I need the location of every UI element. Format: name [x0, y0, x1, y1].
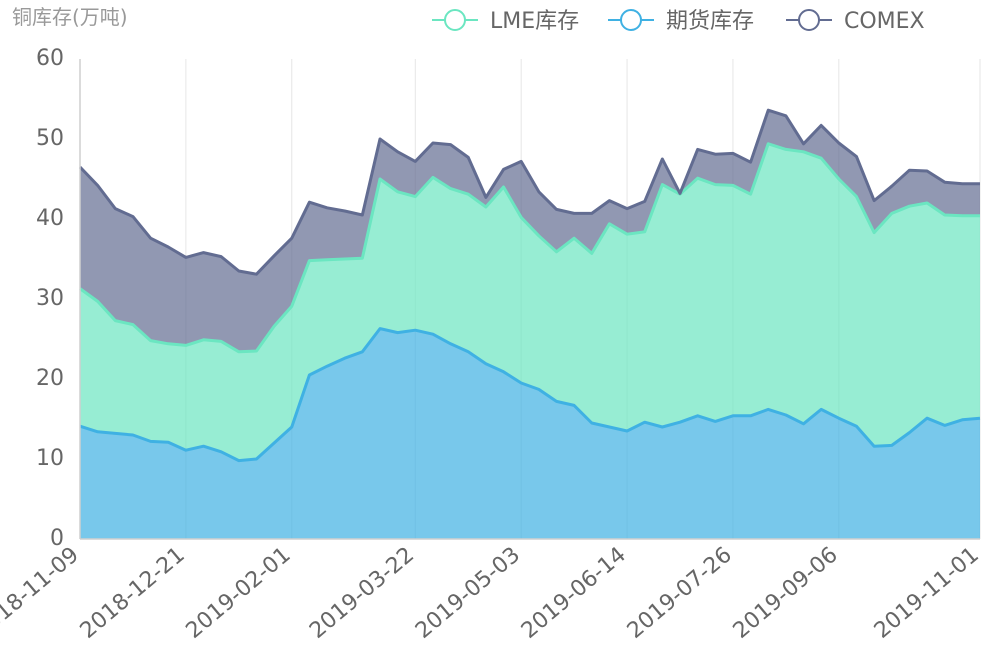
- legend-circle-icon: [620, 9, 642, 31]
- x-tick-label: 2019-09-06: [729, 542, 843, 643]
- x-tick-label: 2019-02-01: [182, 542, 296, 643]
- axes: [79, 59, 980, 540]
- y-tick-label: 10: [36, 446, 64, 471]
- legend-item-comex[interactable]: COMEX: [786, 9, 925, 34]
- x-tick-label: 2018-11-09: [0, 542, 84, 643]
- x-tick-label: 2019-06-14: [517, 542, 631, 643]
- unit-label: 铜库存(万吨): [12, 5, 128, 29]
- area-lme: [80, 143, 980, 461]
- x-tick-label: 2019-11-01: [870, 542, 984, 643]
- y-tick-label: 40: [36, 206, 64, 231]
- series-lines: [78, 108, 981, 463]
- x-tick-label: 2018-12-21: [76, 542, 190, 643]
- y-tick-label: 50: [36, 126, 64, 151]
- legend-item-series[interactable]: 期货库存: [608, 9, 754, 34]
- legend-label: 期货库存: [666, 9, 754, 34]
- line-series: [79, 327, 981, 463]
- y-tick-label: 30: [36, 286, 64, 311]
- y-tick-label: 0: [50, 526, 64, 551]
- y-tick-label: 20: [36, 366, 64, 391]
- legend-circle-icon: [444, 9, 466, 31]
- legend-label: COMEX: [844, 9, 925, 34]
- legend-item-lme[interactable]: LME库存: [432, 9, 579, 34]
- legend-circle-icon: [798, 9, 820, 31]
- x-tick-label: 2019-03-22: [305, 542, 419, 643]
- series-areas: [80, 110, 980, 539]
- y-tick-label: 60: [36, 46, 64, 71]
- line-lme: [79, 142, 980, 354]
- x-tick-label: 2019-05-03: [411, 542, 525, 643]
- area-series: [80, 328, 980, 539]
- legend[interactable]: LME库存 期货库存 COMEX: [432, 9, 925, 34]
- y-axis-ticks: 0 10 20 30 40 50 60: [36, 46, 64, 551]
- line-comex: [78, 108, 980, 276]
- x-tick-label: 2019-07-26: [623, 542, 737, 643]
- area-comex: [80, 110, 980, 352]
- legend-label: LME库存: [490, 9, 579, 34]
